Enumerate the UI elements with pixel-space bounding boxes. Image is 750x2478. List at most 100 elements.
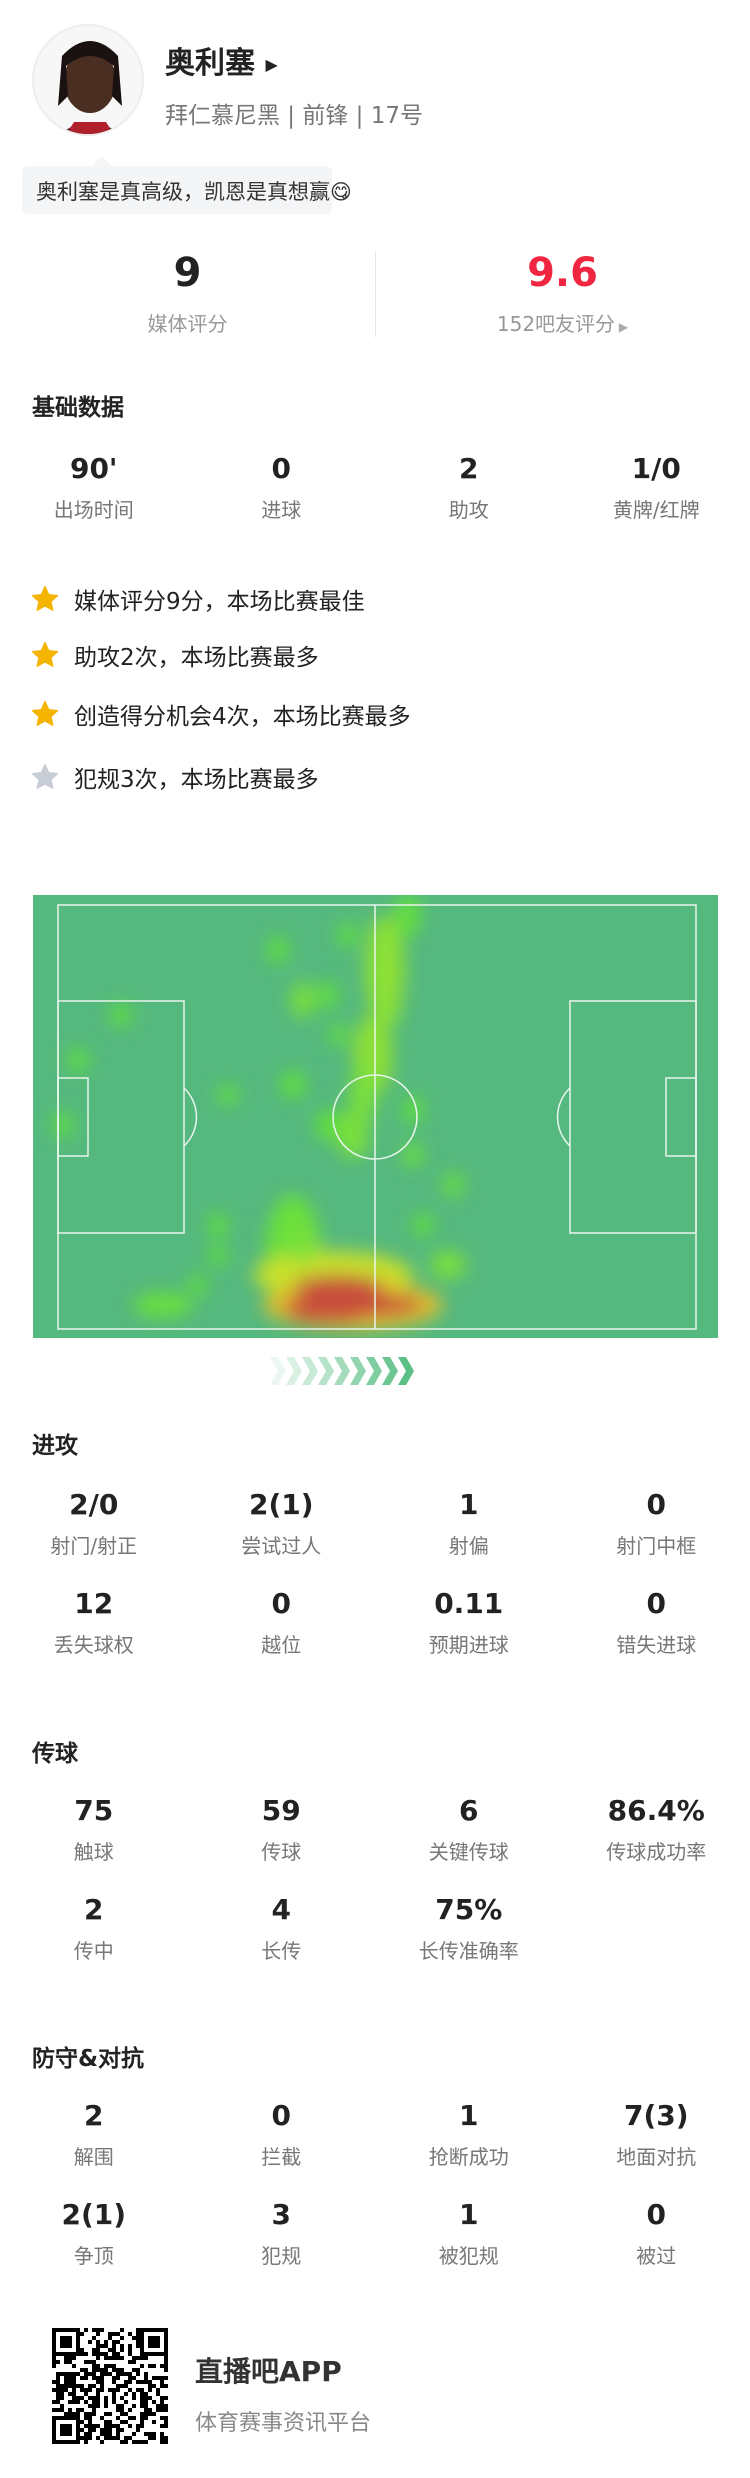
stat-label: 射门中框 xyxy=(616,1534,697,1558)
stat-value: 90' xyxy=(69,452,118,485)
highlight-item: 媒体评分9分，本场比赛最佳 xyxy=(30,582,365,616)
stat-value: 1/0 xyxy=(631,452,681,485)
passing-stats: 75 触球 59 传球 6 关键传球 86.4% 传球成功率 2 传中 4 长传 75% 长传准确率 xyxy=(0,1794,750,1964)
section-title-defense: 防守&对抗 xyxy=(32,2046,145,2072)
fan-label: 152吧友评分 xyxy=(496,312,616,336)
highlight-text: 犯规3次，本场比赛最多 xyxy=(74,767,319,793)
stat-defense: 2(1) 争顶 xyxy=(0,2198,188,2269)
heat-blob xyxy=(337,1111,369,1159)
stat-value: 75 xyxy=(74,1794,114,1827)
chevron-right-icon xyxy=(334,1357,350,1385)
player-name-text: 奥利塞 xyxy=(165,46,255,81)
stat-label: 长传 xyxy=(261,1939,302,1963)
fan-rating[interactable]: 9.6 152吧友评分 ▶ xyxy=(375,250,750,337)
stat-label: 尝试过人 xyxy=(241,1534,322,1558)
stat-label: 射门/射正 xyxy=(50,1534,138,1558)
stat-attack: 0 错失进球 xyxy=(563,1587,750,1658)
star-icon xyxy=(31,763,59,789)
stat-label: 犯规 xyxy=(261,2244,302,2268)
pitch-lines xyxy=(57,904,697,1330)
stat-defense: 1 抢断成功 xyxy=(375,2099,563,2170)
stat-value: 6 xyxy=(459,1794,479,1827)
player-name[interactable]: 奥利塞 ▶ xyxy=(165,38,278,82)
stat-value: 0 xyxy=(646,1587,666,1620)
heat-blob xyxy=(208,1213,228,1237)
stat-label: 出场时间 xyxy=(53,498,134,522)
stat-defense: 7(3) 地面对抗 xyxy=(563,2099,750,2170)
stat-value: 2(1) xyxy=(61,2198,127,2231)
stat-label: 争顶 xyxy=(73,2244,114,2268)
stat-defense: 3 犯规 xyxy=(188,2198,376,2269)
attack-direction-arrows xyxy=(270,1355,480,1399)
section-title-passing: 传球 xyxy=(32,1741,78,1767)
highlight-text: 助攻2次，本场比赛最多 xyxy=(74,645,319,671)
stat-attack: 1 射偏 xyxy=(375,1488,563,1559)
stat-label: 解围 xyxy=(73,2145,114,2169)
chevron-right-icon xyxy=(302,1357,318,1385)
heat-blob xyxy=(218,1085,238,1105)
stat-value: 0 xyxy=(271,1587,291,1620)
media-label: 媒体评分 xyxy=(147,312,228,336)
stat-label: 黄牌/红牌 xyxy=(612,498,700,522)
stat-attack: 12 丢失球权 xyxy=(0,1587,188,1658)
stat-attack: 2/0 射门/射正 xyxy=(0,1488,188,1559)
heat-blob xyxy=(289,1227,317,1263)
section-title-basic: 基础数据 xyxy=(32,395,124,421)
stat-label: 越位 xyxy=(261,1633,302,1657)
heat-blob xyxy=(133,1293,193,1317)
chevron-right-icon xyxy=(350,1357,366,1385)
stat-value: 0.11 xyxy=(434,1587,504,1620)
heatmap-pitch xyxy=(33,895,718,1338)
stat-value: 7(3) xyxy=(623,2099,689,2132)
chevron-right-icon xyxy=(382,1357,398,1385)
heat-blob xyxy=(68,1048,88,1072)
highlight-item: 助攻2次，本场比赛最多 xyxy=(30,638,319,672)
stat-value: 2 xyxy=(459,452,479,485)
app-tagline: 体育赛事资讯平台 xyxy=(195,2411,372,2436)
chevron-right-icon xyxy=(270,1357,286,1385)
stat-attack: 0.11 预期进球 xyxy=(375,1587,563,1658)
comment-bubble: 奥利塞是真高级，凯恩是真想赢😋 xyxy=(22,156,352,214)
stat-basic: 1/0 黄牌/红牌 xyxy=(563,452,750,523)
stat-defense: 1 被犯规 xyxy=(375,2198,563,2269)
stat-label: 错失进球 xyxy=(616,1633,697,1657)
stat-value: 0 xyxy=(646,1488,666,1521)
stat-passing: 75% 长传准确率 xyxy=(375,1893,563,1964)
defense-stats: 2 解围 0 拦截 1 抢断成功 7(3) 地面对抗 2(1) 争顶 3 犯规 1 被犯规 0 被过 xyxy=(0,2099,750,2269)
heat-blob xyxy=(365,915,405,1025)
stat-label: 关键传球 xyxy=(428,1840,509,1864)
stat-value: 1 xyxy=(459,1488,479,1521)
stat-passing: 4 长传 xyxy=(188,1893,376,1964)
star-icon xyxy=(31,700,59,726)
stat-label: 拦截 xyxy=(261,2145,302,2169)
heat-blob xyxy=(349,1067,377,1123)
stat-value: 0 xyxy=(646,2198,666,2231)
qr-code xyxy=(52,2328,168,2444)
stat-basic: 0 进球 xyxy=(188,452,376,523)
stat-defense: 2 解围 xyxy=(0,2099,188,2170)
heat-blob xyxy=(316,1109,340,1141)
heat-blob xyxy=(188,1275,208,1295)
stat-label: 传球成功率 xyxy=(606,1840,707,1864)
stat-attack: 0 射门中框 xyxy=(563,1488,750,1559)
heat-blob xyxy=(403,1143,423,1167)
stat-label: 传球 xyxy=(261,1840,302,1864)
stat-label: 触球 xyxy=(73,1840,114,1864)
stat-label: 地面对抗 xyxy=(616,2145,697,2169)
star-icon xyxy=(31,585,59,611)
basic-stats: 90' 出场时间 0 进球 2 助攻 1/0 黄牌/红牌 xyxy=(0,452,750,523)
player-avatar[interactable] xyxy=(32,24,144,136)
chevron-right-icon xyxy=(398,1357,414,1385)
stat-label: 被过 xyxy=(636,2244,677,2268)
heat-blob xyxy=(291,982,315,1018)
highlight-item: 创造得分机会4次，本场比赛最多 xyxy=(30,697,411,731)
heat-blob xyxy=(413,1213,433,1237)
stat-basic: 2 助攻 xyxy=(375,452,563,523)
heat-blob xyxy=(318,981,338,1009)
stat-passing: 86.4% 传球成功率 xyxy=(563,1794,750,1865)
chevron-right-icon xyxy=(286,1357,302,1385)
heat-blob xyxy=(281,1071,305,1099)
stat-value: 1 xyxy=(459,2099,479,2132)
fan-score: 9.6 xyxy=(527,250,598,296)
stat-label: 射偏 xyxy=(448,1534,489,1558)
